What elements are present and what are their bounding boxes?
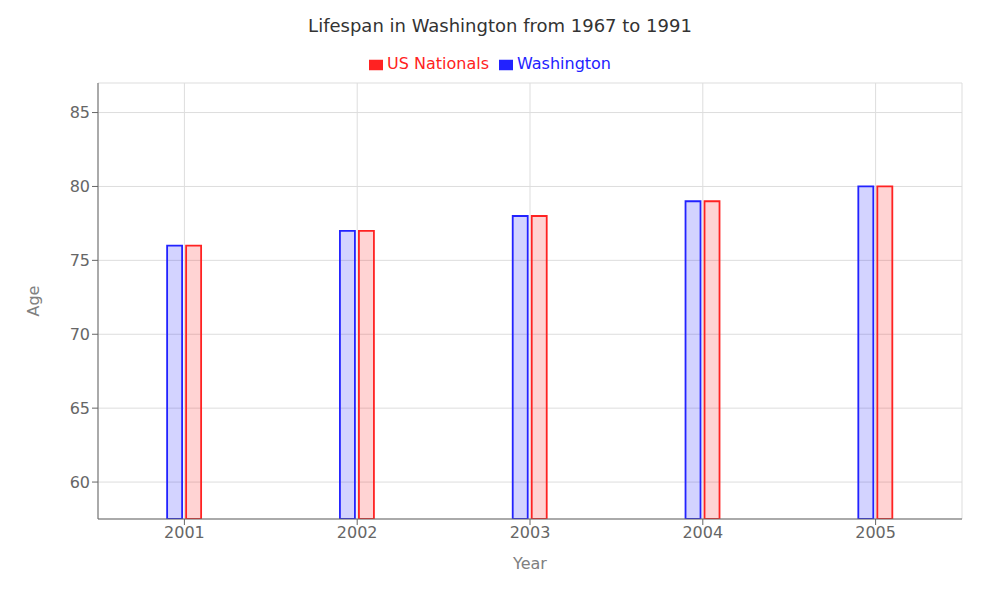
html-text:US Nationals: US Nationals [387, 54, 489, 73]
svg-text:Age: Age [24, 286, 43, 317]
svg-text:75: 75 [70, 251, 90, 270]
svg-text:Year: Year [512, 554, 547, 573]
svg-text:2005: 2005 [855, 523, 896, 542]
html-text:Washington: Washington [517, 54, 611, 73]
svg-text:60: 60 [70, 473, 90, 492]
svg-text:65: 65 [70, 399, 90, 418]
svg-text:2001: 2001 [164, 523, 205, 542]
svg-text:2002: 2002 [337, 523, 378, 542]
svg-text:85: 85 [70, 103, 90, 122]
svg-text:80: 80 [70, 177, 90, 196]
svg-text:2003: 2003 [510, 523, 551, 542]
html-text:Lifespan in Washington from 19: Lifespan in Washington from 1967 to 1991 [308, 15, 692, 36]
svg-text:70: 70 [70, 325, 90, 344]
svg-text:2004: 2004 [682, 523, 723, 542]
